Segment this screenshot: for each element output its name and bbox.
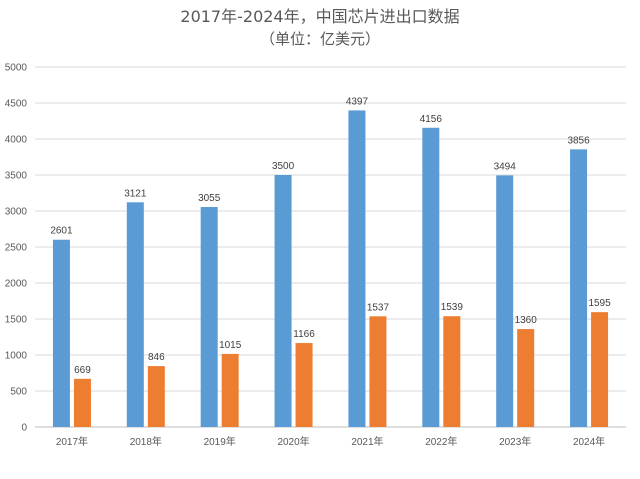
y-tick-label: 2500 [5, 243, 28, 254]
bar [274, 175, 292, 427]
y-tick-label: 1500 [5, 315, 28, 326]
chart-subtitle: （单位：亿美元） [260, 30, 380, 48]
y-tick-label: 1000 [5, 351, 28, 362]
data-label: 669 [74, 365, 91, 376]
data-label: 3500 [272, 161, 295, 172]
data-label: 2601 [50, 226, 73, 237]
data-label: 846 [148, 352, 165, 363]
data-label: 4397 [346, 96, 369, 107]
bar [200, 207, 218, 427]
bar [443, 316, 461, 427]
bar [126, 202, 144, 427]
chart-title: 2017年-2024年，中国芯片进出口数据 [180, 7, 459, 26]
x-tick-label: 2024年 [573, 435, 605, 448]
x-tick-label: 2017年 [56, 435, 88, 448]
data-label: 1539 [441, 302, 464, 313]
y-tick-label: 2000 [5, 279, 28, 290]
bar [348, 110, 366, 427]
y-tick-label: 500 [10, 387, 27, 398]
bar [52, 239, 70, 427]
x-tick-label: 2019年 [204, 435, 236, 448]
bar [369, 316, 387, 427]
bar [570, 149, 588, 428]
x-tick-label: 2023年 [499, 435, 531, 448]
bars [52, 110, 609, 428]
data-label: 4156 [420, 114, 443, 125]
data-label: 1360 [515, 315, 538, 326]
bar [295, 343, 313, 427]
gridlines [35, 66, 626, 392]
bar [221, 353, 239, 427]
x-tick-label: 2020年 [277, 435, 309, 448]
data-label: 3856 [567, 135, 590, 146]
bar [73, 378, 91, 427]
y-tick-label: 5000 [5, 63, 28, 74]
data-label: 3494 [494, 161, 517, 172]
x-tick-label: 2018年 [130, 435, 162, 448]
y-tick-label: 4500 [5, 99, 28, 110]
data-label: 3121 [124, 188, 147, 199]
data-label: 1595 [588, 298, 611, 309]
data-label: 1537 [367, 302, 390, 313]
data-label: 1015 [219, 340, 242, 351]
bar [422, 127, 440, 427]
y-tick-label: 0 [21, 423, 27, 434]
data-labels: 2601 669 3121 846 3055 1015 3500 1166 4397 1537 41… [50, 96, 611, 375]
x-tick-label: 2021年 [351, 435, 383, 448]
y-tick-label: 4000 [5, 135, 28, 146]
bar [591, 312, 609, 427]
x-tick-label: 2022年 [425, 435, 457, 448]
y-tick-label: 3500 [5, 171, 28, 182]
bar [517, 329, 535, 427]
y-tick-label: 3000 [5, 207, 28, 218]
x-axis: 2017年 2018年 2019年 2020年 2021年 2022年 2023年 2024年 [56, 435, 605, 448]
data-label: 1166 [293, 329, 315, 340]
bar [147, 366, 165, 427]
bar [496, 175, 514, 427]
data-label: 3055 [198, 193, 221, 204]
